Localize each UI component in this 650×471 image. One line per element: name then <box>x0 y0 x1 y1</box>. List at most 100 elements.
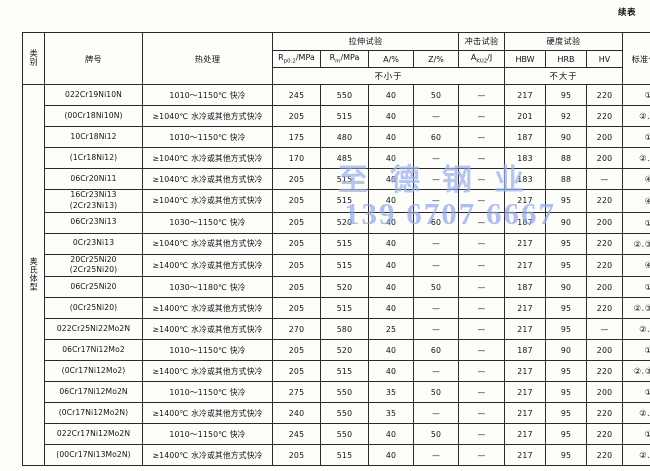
cell-hbw: 187 <box>504 276 547 299</box>
table-row: 20Cr25Ni20 (2Cr25Ni20) ≥1400℃ 水冷或其他方式快冷 205… <box>23 253 650 278</box>
cell-standard-code: ① <box>622 84 650 106</box>
cell-reduction: 50 <box>412 423 460 446</box>
cell-reduction: — <box>412 232 460 255</box>
cell-heat-treatment: ≥1040℃ 水冷或其他方式快冷 <box>142 232 273 255</box>
cell-hbw: 217 <box>504 232 547 255</box>
cell-grade: 022Cr25Ni22Mo2N <box>44 318 143 341</box>
cell-heat-treatment: 1010～1150℃ 快冷 <box>142 339 273 362</box>
header-standard-code: 标准代号 <box>622 32 650 85</box>
cell-standard-code: ① <box>622 339 650 362</box>
cell-hv: 200 <box>586 276 624 299</box>
cell-rp02: 240 <box>272 402 321 425</box>
cell-rp02: 205 <box>272 189 321 213</box>
table-row: 10Cr18Ni12 1010～1150℃ 快冷 175 480 40 60—187 90 2… <box>23 126 650 148</box>
table-row: 奥氏体型 022Cr19Ni10N 1010～1150℃ 快冷 245 550 40 50—… <box>22 83 650 467</box>
cell-hbw: 217 <box>504 444 547 467</box>
cell-grade: 0Cr23Ni13 <box>44 232 143 255</box>
header-limit-minimum: 不小于 <box>271 67 506 85</box>
cell-elongation: 40 <box>368 360 414 383</box>
cell-hbw: 217 <box>504 402 547 425</box>
cell-rp02: 205 <box>272 253 321 278</box>
cell-aku2: — <box>458 339 506 362</box>
cell-hv: 200 <box>586 147 624 169</box>
cell-hrb: 95 <box>545 360 588 383</box>
cell-grade: 022Cr19Ni10N <box>44 84 143 106</box>
cell-rm: 515 <box>320 189 369 213</box>
cell-rp02: 245 <box>272 423 321 446</box>
cell-rm: 515 <box>320 360 369 383</box>
cell-hbw: 187 <box>504 211 547 234</box>
cell-aku2: — <box>458 318 506 341</box>
cell-standard-code: ②.③.④ <box>622 360 650 383</box>
table-row: (0Cr25Ni20) ≥1400℃ 水冷或其他方式快冷 205 515 40— —217… <box>23 297 650 320</box>
cell-grade: 06Cr17Ni12Mo2N <box>44 381 143 404</box>
cell-rp02: 245 <box>272 84 321 106</box>
cell-rm: 515 <box>320 253 369 278</box>
cell-standard-code: ① <box>622 381 650 404</box>
cell-hbw: 217 <box>504 253 547 278</box>
cell-hrb: 90 <box>545 126 588 148</box>
cell-hv: 220 <box>586 105 624 127</box>
cell-standard-code: ②.③ <box>622 105 650 127</box>
cell-hrb: 95 <box>545 423 588 446</box>
cell-hv: 200 <box>586 381 624 404</box>
table-row: 022Cr17Ni12Mo2N 1010～1150℃ 快冷 245 550 40 50—2… <box>23 423 650 446</box>
cell-elongation: 40 <box>368 339 414 362</box>
cell-standard-code: ① <box>622 423 650 446</box>
cell-rm: 485 <box>320 147 369 169</box>
header-limit-maximum: 不大于 <box>504 67 624 85</box>
cell-rm: 550 <box>320 381 369 404</box>
cell-elongation: 40 <box>368 211 414 234</box>
cell-aku2: — <box>458 276 506 299</box>
cell-hrb: 90 <box>545 339 588 362</box>
cell-heat-treatment: 1010～1150℃ 快冷 <box>142 381 273 404</box>
cell-reduction: — <box>412 402 460 425</box>
cell-rp02: 205 <box>272 105 321 127</box>
cell-heat-treatment: ≥1400℃ 水冷或其他方式快冷 <box>142 360 273 383</box>
cell-standard-code: ②.③.④ <box>622 297 650 320</box>
cell-hv: 220 <box>586 189 624 213</box>
cell-grade: (1Cr18Ni12) <box>44 147 143 169</box>
cell-grade: (00Cr17Ni13Mo2N) <box>44 444 143 467</box>
header-col-rp02: Rp0.2/MPa <box>272 49 321 69</box>
cell-hbw: 183 <box>504 147 547 169</box>
cell-hrb: 95 <box>545 381 588 404</box>
cell-reduction: 50 <box>412 84 460 106</box>
cell-rm: 515 <box>320 105 369 127</box>
cell-aku2: — <box>458 381 506 404</box>
cell-standard-code: ④ <box>622 168 650 190</box>
cell-grade: 06Cr25Ni20 <box>44 276 143 299</box>
cell-grade: (0Cr17Ni12Mo2) <box>44 360 143 383</box>
cell-hbw: 217 <box>504 189 547 213</box>
cell-rm: 550 <box>320 402 369 425</box>
cell-hv: 220 <box>586 232 624 255</box>
table-row: 0Cr23Ni13 ≥1040℃ 水冷或其他方式快冷 205 515 40— —217 95… <box>23 232 650 255</box>
table-row: 16Cr23Ni13 (2Cr23Ni13) ≥1040℃ 水冷或其他方式快冷 205… <box>23 189 650 213</box>
cell-grade: 16Cr23Ni13 (2Cr23Ni13) <box>44 189 143 213</box>
cell-grade: 022Cr17Ni12Mo2N <box>44 423 143 446</box>
cell-heat-treatment: ≥1040℃ 水冷或其他方式快冷 <box>142 147 273 169</box>
cell-rm: 515 <box>320 232 369 255</box>
cell-aku2: — <box>458 232 506 255</box>
cell-rm: 550 <box>320 84 369 106</box>
cell-hbw: 217 <box>504 297 547 320</box>
header-group-impact: 冲击试验 <box>458 32 506 51</box>
header-group-tensile: 拉伸试验 <box>271 32 460 51</box>
table-row: 06Cr23Ni13 1030～1150℃ 快冷 205 520 40 60—187 90 2… <box>23 211 650 234</box>
header-col-reduction: Z/% <box>412 49 460 69</box>
cell-reduction: — <box>412 147 460 169</box>
cell-reduction: 50 <box>412 276 460 299</box>
cell-aku2: — <box>458 84 506 106</box>
cell-heat-treatment: ≥1400℃ 水冷或其他方式快冷 <box>142 444 273 467</box>
cell-rp02: 170 <box>272 147 321 169</box>
cell-hrb: 95 <box>545 253 588 278</box>
cell-aku2: — <box>458 126 506 148</box>
table-row: 06Cr17Ni12Mo2N 1010～1150℃ 快冷 275 550 35 50—21… <box>23 381 650 404</box>
cell-heat-treatment: 1030～1150℃ 快冷 <box>142 211 273 234</box>
cell-heat-treatment: ≥1400℃ 水冷或其他方式快冷 <box>142 318 273 341</box>
header-col-rm: Rm/MPa <box>320 49 369 69</box>
cell-aku2: — <box>458 189 506 213</box>
cell-elongation: 40 <box>368 276 414 299</box>
cell-hrb: 88 <box>545 147 588 169</box>
cell-hv: 200 <box>586 339 624 362</box>
